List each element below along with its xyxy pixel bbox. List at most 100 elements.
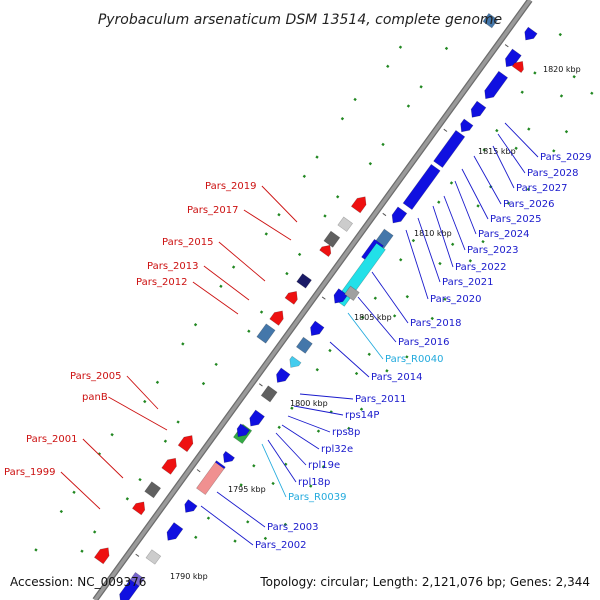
- gene-shape: [236, 423, 250, 438]
- gene-label-pars_1999: Pars_1999: [4, 467, 55, 478]
- gene-shape: [144, 481, 162, 499]
- gc-dot: [125, 497, 130, 501]
- gene-shape: [196, 461, 225, 496]
- gene-label-pars_2014: Pars_2014: [371, 372, 422, 383]
- gene-label-pars_2002: Pars_2002: [255, 540, 306, 551]
- gc-dot: [347, 426, 351, 431]
- gene-shape: [289, 355, 302, 368]
- forward-gene-arrow: [524, 26, 538, 41]
- forward-gene-block: [433, 129, 466, 168]
- gc-dot: [206, 516, 211, 520]
- gene-label-rps14p: rps14P: [345, 410, 379, 421]
- gene-shape: [344, 285, 360, 302]
- tick-label: 1790 kbp: [170, 572, 208, 581]
- label-leader: [192, 281, 239, 315]
- gene-shape: [337, 216, 354, 232]
- forward-gene-arrow: [249, 409, 265, 427]
- gene-label-pars_r0040: Pars_R0040: [385, 354, 443, 365]
- tick-label: 1815 kbp: [478, 147, 516, 156]
- gene-shape: [223, 450, 235, 463]
- gc-dot: [495, 128, 499, 133]
- label-leader: [261, 185, 298, 223]
- label-leader: [347, 312, 384, 360]
- label-leader: [275, 432, 307, 466]
- gc-dot: [340, 117, 345, 121]
- reverse-gene-arrow: [284, 291, 298, 305]
- gene-label-pars_2001: Pars_2001: [26, 434, 77, 445]
- gene-label-rpl18p: rpl18p: [298, 477, 330, 488]
- forward-gene-arrow: [333, 288, 348, 304]
- gene-label-pars_2003: Pars_2003: [267, 522, 318, 533]
- label-leader: [473, 155, 502, 205]
- map-title: Pyrobaculum arsenaticum DSM 13514, compl…: [98, 12, 502, 28]
- label-leader: [218, 241, 266, 282]
- tick-mark: 1820 kbp: [504, 44, 581, 74]
- gc-dot: [481, 239, 485, 244]
- label-leader: [200, 505, 254, 546]
- forward-gene-block: [402, 163, 441, 211]
- gc-dot: [482, 148, 486, 152]
- tick-mark: 1805 kbp: [321, 296, 392, 322]
- gc-dot: [271, 481, 275, 486]
- gene-label-pars_2011: Pars_2011: [355, 394, 406, 405]
- gc-dot: [438, 261, 442, 266]
- gc-dot: [360, 315, 365, 320]
- gc-dot: [246, 520, 250, 524]
- accession-text: Accession: NC_009376: [10, 575, 146, 589]
- label-leader: [243, 209, 292, 241]
- gene-shape: [161, 457, 177, 475]
- gc-dot: [444, 46, 449, 51]
- gene-label-pars_2016: Pars_2016: [398, 337, 449, 348]
- gene-shape: [166, 522, 184, 541]
- pseudo-gene-block: [323, 230, 341, 248]
- gene-features: [93, 12, 538, 600]
- forward-gene-arrow: [184, 499, 198, 513]
- label-leader: [261, 443, 287, 498]
- gc-dot: [264, 232, 268, 236]
- gc-dot: [373, 296, 378, 300]
- gene-label-pars_2022: Pars_2022: [455, 262, 506, 273]
- operon-gene-block: [296, 273, 312, 289]
- label-leader: [287, 415, 331, 433]
- gc-dot: [514, 146, 518, 150]
- gene-shape: [284, 291, 298, 305]
- gc-dot: [406, 104, 411, 108]
- tick-line: [382, 212, 387, 217]
- forward-gene-arrow: [460, 118, 474, 133]
- gc-dot: [506, 201, 511, 205]
- tick-label: 1820 kbp: [543, 65, 581, 74]
- tick-line: [504, 44, 509, 48]
- reverse-gene-arrow: [131, 501, 146, 516]
- gc-dot: [277, 213, 281, 217]
- gene-label-pars_2017: Pars_2017: [187, 205, 238, 216]
- gc-dot: [405, 355, 409, 359]
- tick-mark: 1795 kbp: [196, 469, 266, 494]
- tick-label: 1800 kbp: [290, 399, 328, 408]
- gene-label-pars_2012: Pars_2012: [136, 277, 187, 288]
- gc-dot: [476, 204, 480, 208]
- gc-dot: [181, 342, 185, 346]
- gene-shape: [391, 206, 408, 224]
- gc-dot: [437, 200, 441, 204]
- gc-dot: [263, 536, 268, 541]
- gc-dot: [386, 64, 390, 69]
- gc-dot: [526, 187, 531, 191]
- tick-line: [443, 128, 448, 132]
- gc-dot: [552, 149, 556, 153]
- gene-shape: [276, 367, 291, 383]
- gc-dot: [155, 380, 160, 384]
- gene-shape: [524, 26, 538, 41]
- gene-label-rpl32e: rpl32e: [321, 444, 353, 455]
- gene-label-panb: panB: [82, 392, 108, 403]
- label-leader: [216, 491, 266, 528]
- gene-shape: [296, 273, 312, 289]
- gene-label-pars_2029: Pars_2029: [540, 152, 591, 163]
- genome-backbone: [92, 0, 533, 600]
- gc-dot: [233, 539, 237, 543]
- tick-label: 1795 kbp: [228, 485, 266, 494]
- label-leader: [405, 229, 429, 300]
- gc-dot: [385, 369, 389, 373]
- forward-gene-arrow: [276, 367, 291, 383]
- label-leader: [299, 393, 354, 400]
